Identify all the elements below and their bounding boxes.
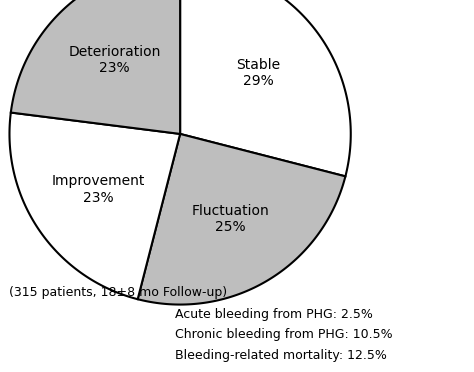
Polygon shape — [137, 134, 346, 305]
Polygon shape — [9, 113, 180, 299]
Text: Bleeding-related mortality: 12.5%: Bleeding-related mortality: 12.5% — [175, 349, 387, 362]
Text: Stable
29%: Stable 29% — [236, 58, 281, 89]
Text: Chronic bleeding from PHG: 10.5%: Chronic bleeding from PHG: 10.5% — [175, 328, 393, 341]
Text: Improvement
23%: Improvement 23% — [52, 174, 145, 205]
Text: Acute bleeding from PHG: 2.5%: Acute bleeding from PHG: 2.5% — [175, 308, 373, 321]
Polygon shape — [11, 0, 180, 134]
Polygon shape — [180, 0, 351, 176]
Text: Fluctuation
25%: Fluctuation 25% — [191, 204, 269, 234]
Text: Deterioration
23%: Deterioration 23% — [68, 45, 161, 75]
Text: (315 patients, 18±8 mo Follow-up): (315 patients, 18±8 mo Follow-up) — [9, 286, 228, 298]
